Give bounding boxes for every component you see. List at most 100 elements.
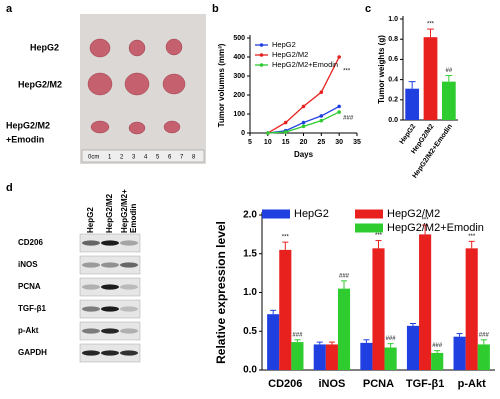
band	[82, 240, 100, 246]
y-tick-label: 0.5	[243, 326, 257, 337]
bar	[477, 344, 490, 370]
x-tick-label: iNOS	[318, 378, 345, 390]
legend-swatch	[355, 209, 383, 219]
panel-label: c	[365, 3, 371, 15]
row-label: TGF-β1	[18, 304, 47, 313]
legend-marker	[259, 53, 264, 57]
band	[120, 284, 138, 290]
bar	[337, 288, 351, 370]
bar	[423, 37, 438, 120]
y-tick-label: 0.8	[388, 36, 398, 43]
point	[319, 118, 324, 123]
bar	[406, 325, 420, 370]
band	[101, 306, 119, 312]
legend-label: HepG2/M2+Emodin	[272, 60, 338, 69]
band	[120, 306, 138, 312]
annotation: ##	[445, 68, 452, 74]
row-label: +Emodin	[6, 134, 44, 144]
y-tick-label: 100	[233, 111, 245, 118]
row-label: iNOS	[18, 260, 38, 269]
column-label: HepG2	[86, 207, 95, 233]
legend-label: HepG2/M2	[387, 208, 440, 220]
y-tick-label: 0.4	[388, 76, 398, 83]
annotation: ###	[386, 336, 397, 342]
band	[82, 262, 100, 268]
point	[283, 120, 288, 125]
bar	[431, 352, 444, 370]
bar	[291, 342, 304, 370]
legend-label: HepG2/M2+Emodin	[387, 222, 484, 234]
blot-strip	[79, 255, 141, 275]
y-tick-label: 0.0	[243, 365, 257, 376]
legend-label: HepG2/M2	[272, 50, 308, 59]
column-label: HepG2/M2+	[120, 189, 129, 233]
annotation: ***	[468, 234, 476, 240]
point	[319, 90, 324, 94]
y-axis-label: Tumor weights (g)	[377, 35, 386, 104]
y-tick-label: 500	[233, 35, 245, 42]
annotation: ###	[339, 273, 350, 279]
row-label: CD206	[18, 238, 43, 247]
legend-swatch	[355, 223, 383, 233]
x-tick-label: CD206	[268, 378, 302, 390]
column-label: HepG2/M2	[105, 193, 114, 233]
ruler	[81, 149, 205, 163]
panel-label: a	[6, 3, 13, 15]
bar	[360, 342, 373, 370]
y-axis-label: Tumor volumns (mm³)	[217, 43, 226, 127]
point	[301, 104, 306, 109]
band	[101, 284, 119, 290]
y-tick-label: 1.0	[243, 287, 257, 298]
y-tick-label: 1.0	[388, 16, 398, 23]
band	[82, 350, 100, 356]
ruler-text: 0cm 1 2 3 4 5 6 7 8	[88, 155, 196, 161]
annotation: ###	[343, 116, 354, 122]
band	[120, 350, 138, 356]
legend-marker	[259, 63, 264, 67]
bar	[465, 248, 478, 370]
x-tick-label: 10	[264, 139, 272, 146]
band	[101, 240, 119, 246]
annotation: ***	[422, 218, 430, 224]
row-label: GAPDH	[18, 348, 47, 357]
band	[120, 240, 138, 246]
annotation: ***	[427, 22, 435, 28]
x-tick-label: 35	[353, 139, 361, 146]
band	[82, 284, 100, 290]
row-label: HepG2/M2	[18, 79, 62, 89]
x-tick-label: 15	[282, 139, 290, 146]
annotation: ###	[432, 343, 443, 349]
bar	[419, 234, 432, 370]
bar	[405, 88, 420, 120]
y-tick-label: 1.5	[243, 248, 257, 259]
tumors	[87, 38, 186, 135]
y-tick-label: 2.0	[243, 210, 257, 221]
annotation: ###	[479, 332, 490, 338]
series-line	[267, 105, 340, 134]
legend-label: HepG2	[272, 40, 296, 49]
bar	[313, 344, 326, 370]
row-label: PCNA	[18, 282, 41, 291]
point	[319, 114, 324, 118]
row-label: HepG2/M2	[6, 120, 50, 130]
x-tick-label: 25	[317, 139, 325, 146]
point	[301, 120, 306, 125]
y-tick-label: 0.6	[388, 56, 398, 63]
blot	[79, 233, 141, 363]
annotation: ***	[343, 69, 351, 75]
x-tick-label: 30	[335, 139, 343, 146]
x-tick-label: 5	[248, 139, 252, 146]
point	[283, 130, 288, 134]
annotation: ***	[282, 235, 290, 241]
x-tick-label: TGF-β1	[406, 378, 445, 390]
y-axis-label: Relative expression level	[214, 221, 228, 364]
legend-label: HepG2	[294, 208, 329, 220]
y-tick-label: 400	[233, 54, 245, 61]
band	[101, 328, 119, 334]
band	[101, 350, 119, 356]
x-tick-label: p-Akt	[458, 378, 486, 390]
y-tick-label: 300	[233, 73, 245, 80]
point	[337, 110, 341, 114]
y-tick-label: 200	[233, 92, 245, 99]
